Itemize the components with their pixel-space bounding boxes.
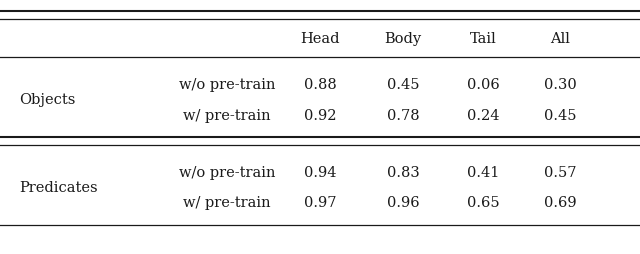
Text: w/ pre-train: w/ pre-train bbox=[184, 196, 271, 210]
Text: 0.94: 0.94 bbox=[304, 166, 336, 180]
Text: 0.88: 0.88 bbox=[303, 78, 337, 92]
Text: Tail: Tail bbox=[470, 32, 497, 46]
Text: w/o pre-train: w/o pre-train bbox=[179, 166, 275, 180]
Text: 0.96: 0.96 bbox=[387, 196, 419, 210]
Text: 0.97: 0.97 bbox=[304, 196, 336, 210]
Text: Objects: Objects bbox=[19, 93, 76, 107]
Text: 0.83: 0.83 bbox=[387, 166, 420, 180]
Text: 0.57: 0.57 bbox=[544, 166, 576, 180]
Text: 0.45: 0.45 bbox=[544, 108, 576, 123]
Text: All: All bbox=[550, 32, 570, 46]
Text: 0.06: 0.06 bbox=[467, 78, 500, 92]
Text: 0.41: 0.41 bbox=[467, 166, 499, 180]
Text: 0.30: 0.30 bbox=[543, 78, 577, 92]
Text: Body: Body bbox=[385, 32, 422, 46]
Text: w/ pre-train: w/ pre-train bbox=[184, 108, 271, 123]
Text: 0.69: 0.69 bbox=[544, 196, 576, 210]
Text: 0.65: 0.65 bbox=[467, 196, 499, 210]
Text: 0.78: 0.78 bbox=[387, 108, 419, 123]
Text: 0.92: 0.92 bbox=[304, 108, 336, 123]
Text: Predicates: Predicates bbox=[19, 181, 98, 195]
Text: w/o pre-train: w/o pre-train bbox=[179, 78, 275, 92]
Text: 0.24: 0.24 bbox=[467, 108, 499, 123]
Text: 0.45: 0.45 bbox=[387, 78, 419, 92]
Text: Head: Head bbox=[300, 32, 340, 46]
